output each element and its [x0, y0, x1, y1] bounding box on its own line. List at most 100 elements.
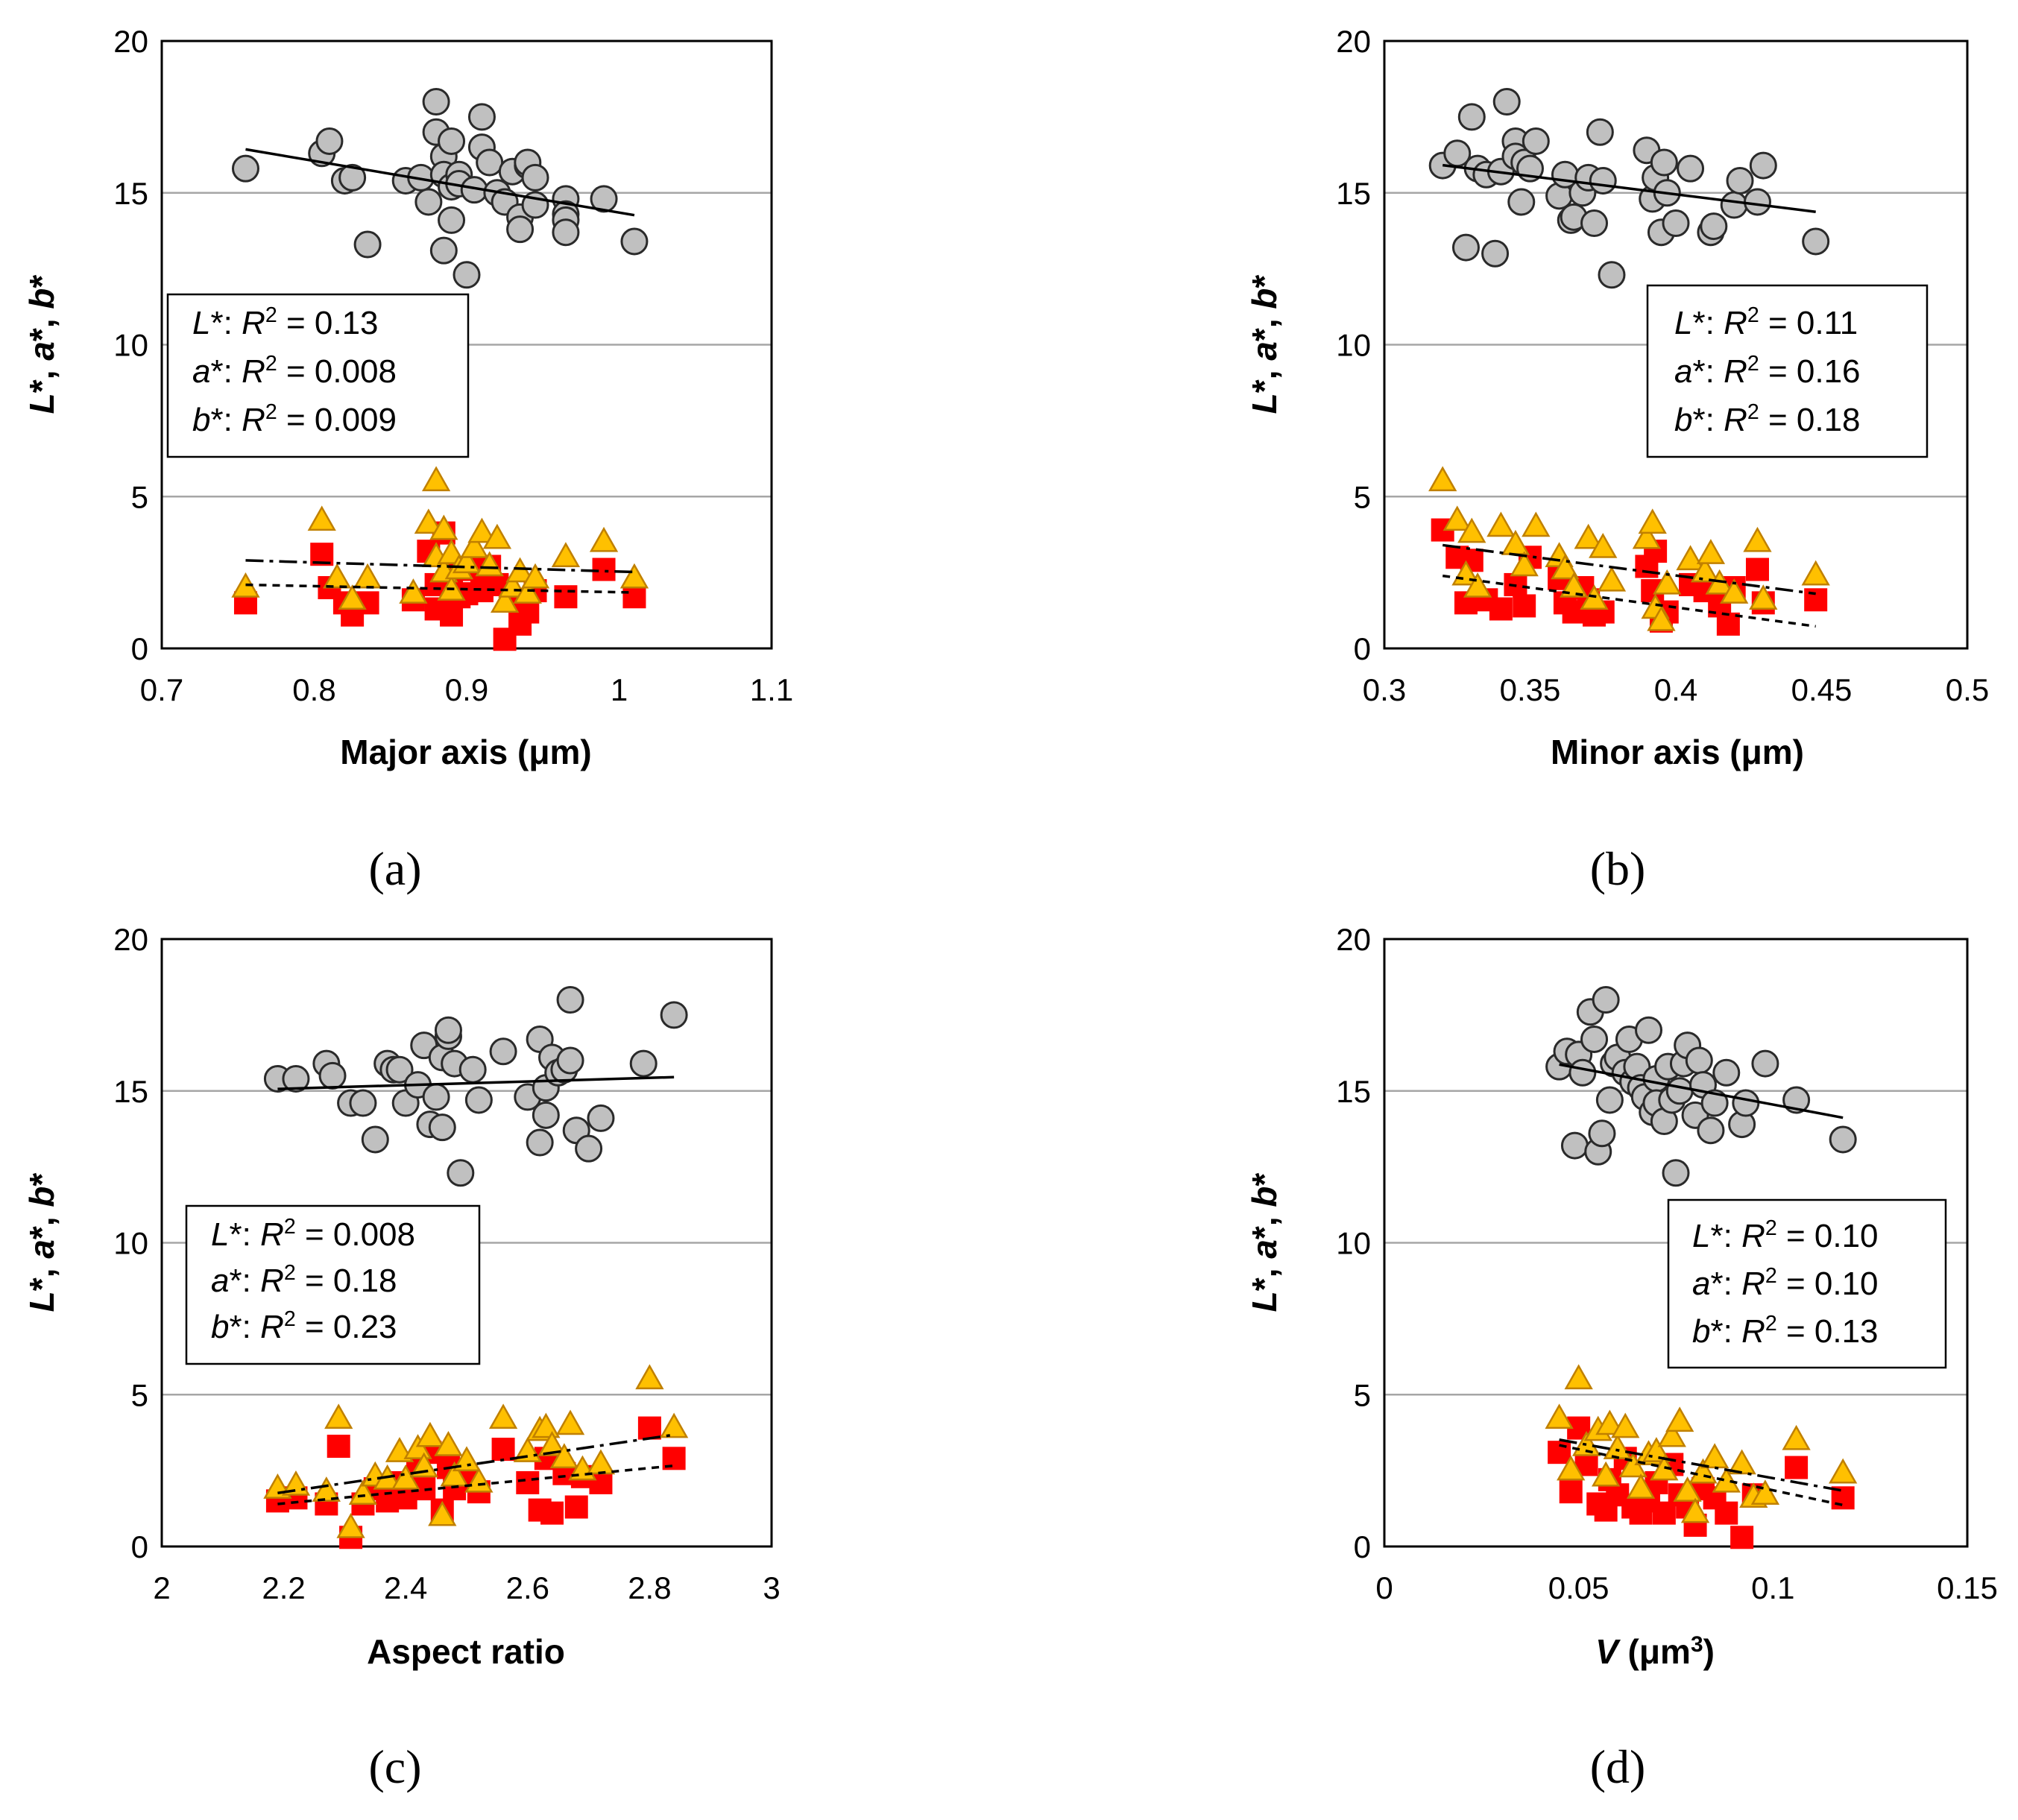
- r-squared-legend: L*: R2 = 0.11 a*: R2 = 0.16 b*: R2 = 0.1…: [1646, 284, 1929, 458]
- a-star-point: [554, 585, 578, 609]
- r-squared-legend: L*: R2 = 0.10 a*: R2 = 0.10 b*: R2 = 0.1…: [1667, 1198, 1947, 1369]
- b-star-point: [1647, 605, 1676, 631]
- b-star-point: [1574, 523, 1603, 549]
- b-star-point: [635, 1364, 664, 1390]
- b-star-point: [1486, 511, 1516, 537]
- legend-line-a: a*: R2 = 0.16: [1674, 352, 1861, 390]
- trendline-l: [245, 148, 635, 217]
- chart-panel-d: 0 5 10 15 20 0 0.05 0.1 0.15 L*, a*, b* V (μm3)…: [1245, 922, 1998, 1793]
- panel-label: (c): [368, 1740, 421, 1793]
- l-star-point: [556, 986, 584, 1014]
- b-star-point: [336, 1513, 365, 1538]
- a-star-point: [327, 1435, 350, 1459]
- l-star-point: [385, 1055, 414, 1084]
- y-tick-label: 20: [113, 24, 148, 59]
- l-star-point: [428, 1113, 456, 1142]
- legend-box: [1667, 1198, 1947, 1369]
- series-l: [231, 88, 649, 289]
- b-star-point: [399, 578, 428, 604]
- l-star-point: [1782, 1086, 1811, 1114]
- l-star-point: [315, 127, 344, 155]
- legend-line-l: L*: R2 = 0.13: [192, 303, 379, 341]
- panel-label: (b): [1590, 842, 1646, 895]
- b-star-point: [434, 1430, 463, 1456]
- legend-line-a: a*: R2 = 0.008: [192, 352, 397, 390]
- trendline-b: [1559, 1438, 1844, 1492]
- b-star-point: [1673, 1476, 1702, 1502]
- b-star-point: [460, 532, 489, 558]
- legend-line-l: L*: R2 = 0.008: [211, 1215, 415, 1253]
- b-star-point: [1782, 1424, 1811, 1450]
- b-star-point: [1665, 1406, 1694, 1432]
- legend-box: [166, 293, 470, 458]
- x-tick-label: 0.45: [1791, 672, 1853, 707]
- b-star-point: [1657, 1421, 1686, 1447]
- b-star-point: [324, 1403, 353, 1429]
- l-star-point: [422, 1083, 450, 1111]
- l-star-point: [434, 1016, 462, 1044]
- b-star-point: [452, 1446, 482, 1472]
- trendline-l: [1442, 163, 1816, 213]
- x-axis-label: Minor axis (μm): [1551, 733, 1804, 771]
- x-tick-label: 3: [763, 1570, 780, 1605]
- l-star-point: [1720, 191, 1748, 219]
- l-star-point: [1749, 151, 1777, 180]
- b-star-point: [1750, 1479, 1780, 1505]
- b-star-point: [520, 563, 550, 589]
- b-star-point: [589, 526, 619, 552]
- l-star-point: [438, 127, 466, 155]
- b-star-point: [312, 1476, 341, 1502]
- x-tick-label: 0.8: [292, 672, 335, 707]
- b-star-point: [1720, 578, 1749, 604]
- x-tick-label: 2.8: [628, 1570, 671, 1605]
- data-points: [1545, 986, 1858, 1549]
- chart-panel-b: 0 5 10 15 20 0.3 0.35 0.4 0.45 0.5 L*, a*, b* Mi…: [1245, 24, 1989, 895]
- x-axis-label: Aspect ratio: [367, 1632, 565, 1671]
- b-star-point: [586, 1449, 616, 1475]
- y-tick-labels: 0 5 10 15 20: [113, 922, 148, 1564]
- y-tick-label: 10: [113, 1226, 148, 1261]
- b-star-point: [338, 584, 367, 610]
- b-star-point: [429, 514, 458, 540]
- y-tick-label: 5: [131, 479, 148, 514]
- b-star-point: [1557, 1455, 1586, 1481]
- l-star-point: [231, 154, 259, 183]
- b-star-point: [428, 1500, 457, 1526]
- b-star-point: [1676, 545, 1705, 571]
- a-star-point: [1730, 1526, 1754, 1549]
- b-star-point: [1457, 517, 1486, 543]
- y-axis-label: L*, a*, b*: [22, 1173, 61, 1312]
- l-star-point: [521, 163, 549, 192]
- b-star-point: [1700, 1443, 1730, 1469]
- x-tick-label: 2.2: [262, 1570, 305, 1605]
- x-tick-label: 1.1: [750, 672, 793, 707]
- legend-line-b: b*: R2 = 0.009: [192, 400, 397, 438]
- y-tick-label: 20: [113, 922, 148, 957]
- x-tick-labels: 2 2.2 2.4 2.6 2.8 3: [153, 1570, 780, 1605]
- l-star-point: [1635, 1016, 1663, 1044]
- chart-panel-c: 0 5 10 15 20 2 2.2 2.4 2.6 2.8 3 L*, a*, b* Aspec…: [22, 922, 781, 1793]
- l-star-point: [1726, 166, 1754, 195]
- l-star-point: [1592, 986, 1620, 1014]
- b-star-point: [1632, 523, 1662, 549]
- l-star-point: [489, 1037, 517, 1066]
- trendline-b: [1442, 543, 1816, 595]
- l-star-point: [353, 230, 382, 259]
- a-star-point: [1785, 1456, 1809, 1479]
- b-star-point: [391, 1464, 420, 1490]
- legend-box: [185, 1204, 481, 1365]
- x-tick-label: 0.4: [1654, 672, 1697, 707]
- l-star-point: [1802, 227, 1830, 256]
- plot-area-border: [1383, 40, 1969, 650]
- l-star-point: [532, 1101, 560, 1129]
- a-star-point: [491, 1438, 515, 1462]
- a-star-point: [564, 1495, 588, 1519]
- x-tick-label: 0.35: [1500, 672, 1561, 707]
- trend-lines: [1442, 163, 1816, 628]
- y-axis-label: L*, a*, b*: [22, 275, 61, 414]
- l-star-point: [1451, 233, 1480, 262]
- l-star-point: [1492, 88, 1521, 116]
- b-star-point: [1653, 569, 1682, 595]
- b-star-point: [1727, 1449, 1756, 1475]
- b-star-point: [1696, 539, 1726, 564]
